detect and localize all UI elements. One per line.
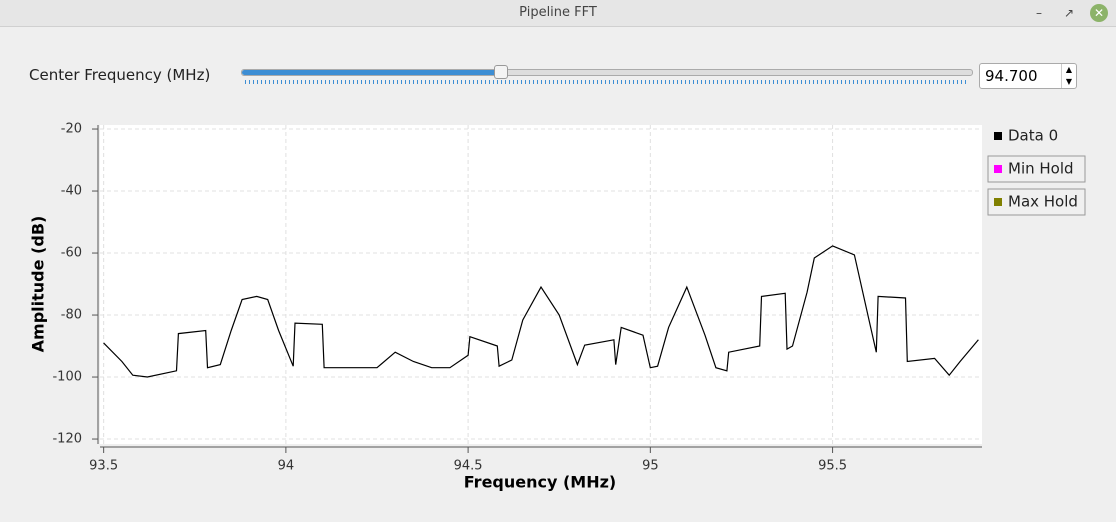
legend-swatch	[994, 165, 1002, 173]
plot-area	[100, 125, 982, 444]
legend-swatch	[994, 198, 1002, 206]
window-title: Pipeline FFT	[519, 5, 597, 20]
legend-entry[interactable]: Max Hold	[987, 188, 1086, 216]
title-bar: Pipeline FFT – ↗ ✕	[0, 0, 1116, 27]
spectrum-line	[103, 245, 979, 378]
legend-button[interactable]	[987, 155, 1086, 183]
x-tick-label: 95	[642, 459, 659, 474]
legend-button[interactable]	[987, 188, 1086, 216]
slider-ticks	[245, 80, 967, 84]
spin-arrows[interactable]: ▲ ▼	[1061, 64, 1076, 88]
legend-label: Data 0	[1008, 127, 1058, 145]
x-tick-label: 94	[278, 459, 295, 474]
y-tick-label: -40	[61, 184, 82, 199]
legend-entry: Data 0	[994, 127, 1058, 145]
x-axis-label: Frequency (MHz)	[464, 473, 616, 492]
spin-box[interactable]: 94.700 ▲ ▼	[979, 63, 1077, 89]
slider-fill	[242, 70, 501, 75]
legend-entry[interactable]: Min Hold	[987, 155, 1086, 183]
y-tick-label: -80	[61, 308, 82, 323]
y-tick-label: -60	[61, 246, 82, 261]
x-tick-label: 95.5	[818, 459, 847, 474]
x-tick-label: 93.5	[89, 459, 118, 474]
y-tick-label: -100	[52, 370, 82, 385]
y-tick-label: -120	[52, 432, 82, 447]
minimize-button[interactable]: –	[1036, 6, 1042, 20]
slider-track[interactable]	[241, 69, 973, 76]
legend-swatch	[994, 132, 1002, 140]
x-tick-label: 94.5	[454, 459, 483, 474]
slider-handle[interactable]	[494, 65, 508, 79]
spin-value: 94.700	[985, 67, 1038, 85]
close-button[interactable]: ✕	[1090, 4, 1108, 22]
legend-label: Max Hold	[1008, 193, 1078, 211]
y-tick-label: -20	[61, 122, 82, 137]
y-axis-label: Amplitude (dB)	[29, 216, 48, 353]
restore-button[interactable]: ↗	[1063, 6, 1075, 20]
legend-label: Min Hold	[1008, 160, 1074, 178]
slider-label: Center Frequency (MHz)	[29, 66, 211, 84]
